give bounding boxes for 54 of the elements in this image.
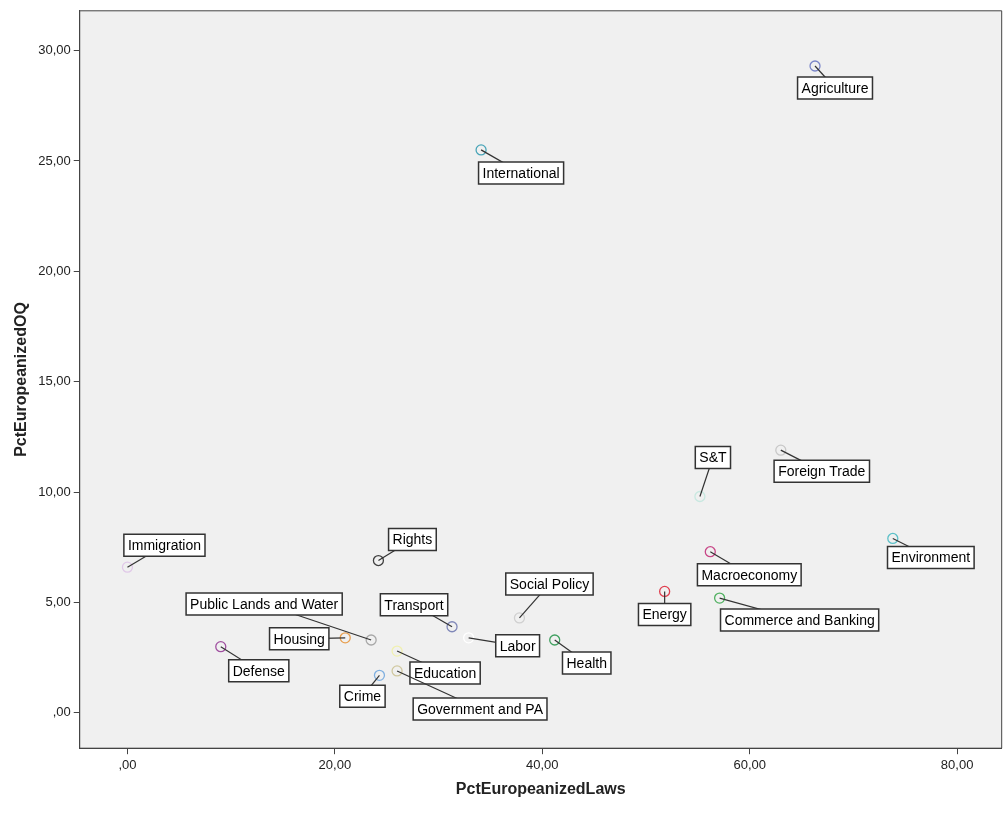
point [446,621,458,633]
point [462,632,475,644]
y-tick-label: 15,00 [38,373,71,389]
x-tick-label: ,00 [118,756,137,772]
point [887,532,899,545]
annotation: Defense [232,662,286,679]
point [372,554,385,567]
annotation: Public Lands and Water [190,595,339,612]
point [513,612,526,624]
annotation: Energy [642,606,687,623]
point [659,585,671,598]
annotation: Education [413,664,477,681]
x-axis-title: PctEuropeanizedLaws [455,779,626,797]
annotation: Labor [499,637,536,654]
point [215,640,227,653]
annotation: Health [566,654,607,671]
annotation: Foreign Trade [778,463,866,480]
annotation: International [482,164,560,181]
point [809,60,821,72]
annotation: Agriculture [801,79,869,96]
annotation: Environment [891,549,971,566]
point [713,592,726,604]
annotation: Crime [343,688,382,705]
y-tick-label: 10,00 [38,483,71,499]
annotation: Government and PA [417,700,544,717]
point [373,669,386,681]
y-axis-title: PctEuropeanizedOQ [12,302,30,457]
annotation: S&T [699,449,727,466]
point [339,632,351,644]
annotation: Social Policy [509,575,590,592]
x-tick-label: 60,00 [733,756,766,772]
annotation: Commerce and Banking [724,611,875,628]
annotation: Transport [384,596,444,613]
point [121,561,134,573]
point [549,634,561,646]
annotation: Immigration [127,537,202,554]
y-tick-label: ,00 [52,704,71,720]
point [704,546,716,558]
y-tick-label: 30,00 [38,42,71,58]
point [391,665,403,677]
y-tick-label: 25,00 [38,152,71,168]
point [391,645,403,657]
point [775,444,787,456]
y-tick-label: 20,00 [38,262,71,278]
y-tick-label: 5,00 [45,594,71,610]
x-tick-label: 80,00 [940,756,974,772]
x-tick-label: 20,00 [318,756,352,772]
annotation: Macroeconomy [701,566,798,583]
point [365,634,377,646]
point [475,144,487,156]
x-tick-label: 40,00 [526,756,559,772]
point [694,490,706,503]
annotation: Housing [273,630,325,647]
annotation: Rights [392,531,433,548]
